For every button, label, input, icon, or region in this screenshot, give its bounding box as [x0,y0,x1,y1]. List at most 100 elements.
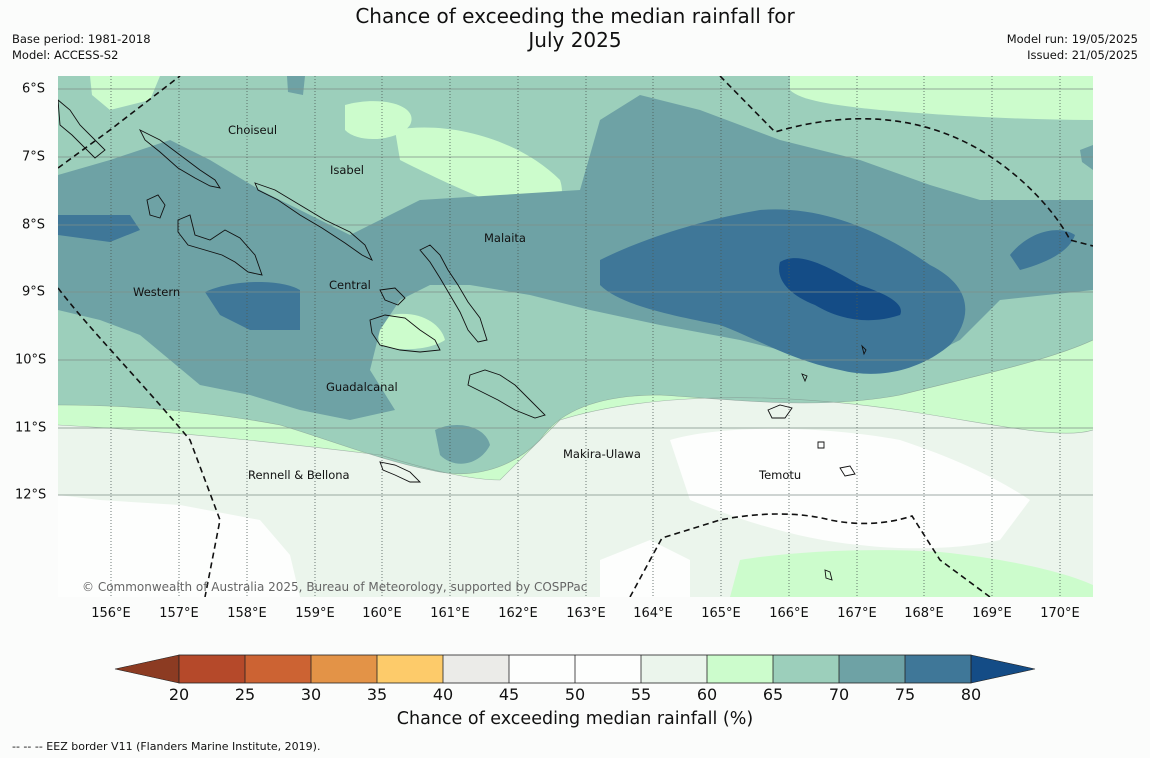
coastlines [58,99,867,581]
colorbar-tick: 65 [762,685,784,704]
region-label-makira-ulawa: Makira-Ulawa [563,447,641,461]
colorbar-tick: 45 [498,685,520,704]
lon-label: 158°E [227,606,267,621]
bougainville-coast [58,99,106,159]
lat-label: 6°S [22,81,46,97]
colorbar-swatch-45-50 [509,655,575,683]
malaita-coast [419,244,488,343]
lat-gridlines [58,88,1093,496]
band-75-80-e [1010,230,1075,270]
colorbar-tick: 55 [630,685,652,704]
utupua-coast [839,465,856,477]
colorbar-tick: 30 [300,685,322,704]
region-label-western: Western [133,285,181,299]
band-60-65-n1 [345,101,412,140]
vella-coast [146,194,166,219]
region-label-isabel: Isabel [330,163,365,177]
colorbar [114,654,1036,684]
colorbar-tick: 35 [366,685,388,704]
lat-label: 9°S [22,284,46,300]
colorbar-tick: 80 [960,685,982,704]
colorbar-swatch-40-45 [443,655,509,683]
lon-label: 164°E [633,606,673,621]
eez-legend-note: -- -- -- EEZ border V11 (Flanders Marine… [12,740,321,753]
region-label-guadalcanal: Guadalcanal [326,380,398,394]
band-60-65-c [375,313,445,350]
copyright-notice: © Commonwealth of Australia 2025, Bureau… [82,580,588,594]
lon-label: 169°E [972,606,1012,621]
issued-date: Issued: 21/05/2025 [1027,48,1138,62]
lon-label: 167°E [837,606,877,621]
colorbar-swatch-70-75 [839,655,905,683]
lon-label: 156°E [91,606,131,621]
band-60-65-se [730,550,1093,597]
band-75-80-c [600,209,966,374]
lon-label: 163°E [566,606,606,621]
lon-label: 166°E [769,606,809,621]
title-line-2: July 2025 [528,28,622,52]
region-label-choiseul: Choiseul [228,123,278,137]
base-period: Base period: 1981-2018 [12,32,151,46]
colorbar-swatch-50-55 [575,655,641,683]
region-label-temotu: Temotu [759,468,802,482]
model-run: Model run: 19/05/2025 [1006,32,1138,46]
band-70-75-ne [287,76,305,95]
lon-label: 162°E [498,606,538,621]
lon-label: 165°E [701,606,741,621]
colorbar-tick: 25 [234,685,256,704]
model-name: Model: ACCESS-S2 [12,48,119,62]
lon-label: 157°E [159,606,199,621]
band-above-80 [779,258,901,321]
lat-label: 7°S [22,149,46,165]
band-50-55-sw [58,495,300,597]
band-50-55-se [670,428,1030,549]
colorbar-tick: 40 [432,685,454,704]
lon-label: 170°E [1040,606,1080,621]
small-islet-2 [861,344,867,356]
new-georgia-coast [177,214,263,276]
lat-label: 12°S [15,487,47,503]
colorbar-swatch-65-70 [773,655,839,683]
rennell-coast [379,461,422,483]
band-70-75-island [435,425,490,464]
rainfall-map [58,76,1093,597]
colorbar-swatch-30-35 [311,655,377,683]
lat-label: 8°S [22,217,46,233]
choiseul-coast [138,128,221,189]
lon-label: 161°E [430,606,470,621]
florida-coast [379,287,406,306]
colorbar-tick: 20 [168,685,190,704]
colorbar-swatch-60-65 [707,655,773,683]
band-60-65-ne [790,76,1093,120]
colorbar-tick: 70 [828,685,850,704]
small-islet-3 [801,373,808,383]
title-line-1: Chance of exceeding the median rainfall … [355,4,795,28]
colorbar-tick: 50 [564,685,586,704]
santa-cruz-coast [767,404,793,419]
isabel-coast [254,182,373,261]
guadalcanal-coast [369,314,441,353]
lat-label: 11°S [15,420,47,436]
lon-label: 159°E [295,606,335,621]
colorbar-swatch-75-80 [905,655,971,683]
band-60-65-w [90,76,160,110]
colorbar-extend-low [114,654,180,684]
small-islet-1 [824,569,833,581]
lat-label: 10°S [15,352,47,368]
metadata-right: Model run: 19/05/2025 Issued: 21/05/2025 [1007,31,1138,63]
eez-borders [58,76,1093,597]
colorbar-swatch-20-25 [179,655,245,683]
makira-coast [467,369,546,419]
band-70-75-e [1080,145,1093,170]
band-75-80-wc [205,281,300,330]
colorbar-extend-high [970,654,1036,684]
band-60-65-n2 [395,127,562,215]
colorbar-label: Chance of exceeding median rainfall (%) [396,709,754,729]
region-label-malaita: Malaita [484,231,526,245]
lon-label: 160°E [362,606,402,621]
region-label-central: Central [329,278,371,292]
band-75-80-w [58,215,140,242]
lon-label: 168°E [904,606,944,621]
colorbar-tick: 75 [894,685,916,704]
